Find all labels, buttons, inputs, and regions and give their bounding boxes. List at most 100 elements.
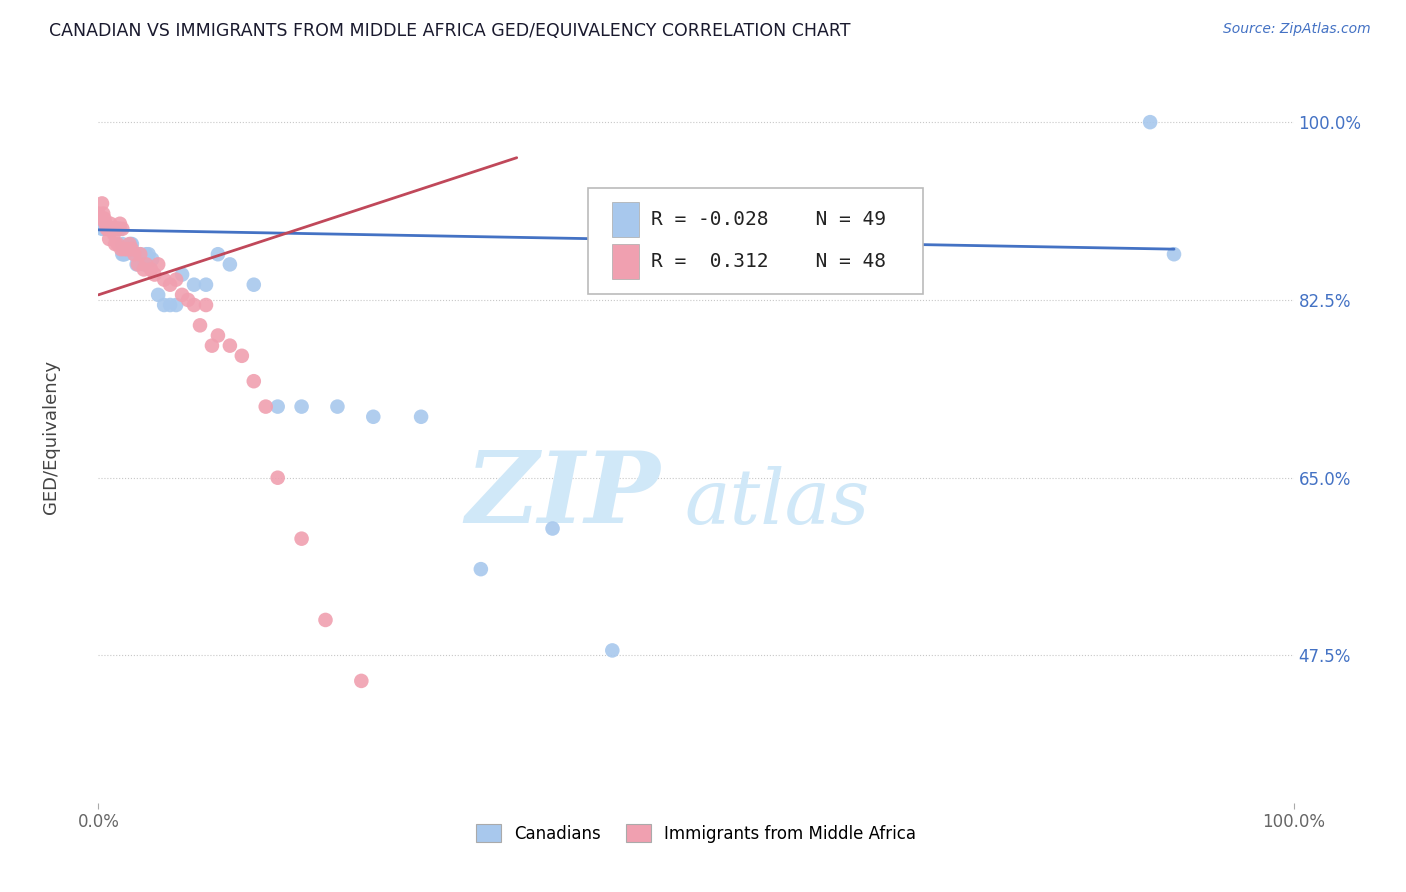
Point (207, 328, 229, 343)
Point (1139, 115, 1161, 129)
Point (87, 206, 110, 220)
Point (115, 242, 138, 256)
Point (105, 222, 128, 236)
Point (132, 257, 155, 271)
Text: atlas: atlas (685, 466, 869, 540)
Point (267, 400, 290, 414)
Point (97, 222, 120, 236)
Point (105, 222, 128, 236)
Point (183, 277, 205, 292)
Point (111, 222, 134, 236)
Point (94, 217, 117, 231)
Point (114, 247, 136, 261)
Point (153, 272, 176, 286)
Point (124, 247, 146, 261)
Point (117, 242, 139, 256)
Point (91, 222, 114, 236)
Point (541, 521, 564, 535)
Point (107, 222, 129, 236)
Point (124, 247, 146, 261)
Point (139, 262, 162, 277)
Point (153, 298, 176, 312)
Point (135, 257, 157, 271)
Point (602, 643, 624, 657)
Point (129, 247, 152, 261)
Point (219, 338, 242, 352)
Point (195, 277, 218, 292)
Point (291, 400, 314, 414)
Point (254, 400, 277, 414)
Point (267, 471, 290, 485)
Point (91, 206, 114, 220)
Point (125, 257, 148, 271)
Point (132, 262, 155, 277)
Point (326, 400, 349, 414)
Point (104, 237, 127, 252)
Point (148, 257, 170, 271)
Text: Source: ZipAtlas.com: Source: ZipAtlas.com (1223, 22, 1371, 37)
Point (101, 222, 124, 236)
Point (1163, 247, 1185, 261)
Text: CANADIAN VS IMMIGRANTS FROM MIDDLE AFRICA GED/EQUIVALENCY CORRELATION CHART: CANADIAN VS IMMIGRANTS FROM MIDDLE AFRIC… (49, 22, 851, 40)
Point (143, 268, 166, 282)
Point (98, 217, 122, 231)
Point (148, 288, 170, 302)
Point (201, 338, 224, 352)
Point (138, 247, 160, 261)
Point (127, 257, 149, 271)
Point (108, 222, 131, 236)
Point (98, 222, 122, 236)
Point (219, 257, 242, 271)
Point (104, 222, 127, 236)
Point (93, 222, 115, 236)
FancyBboxPatch shape (589, 188, 922, 294)
Point (111, 247, 134, 261)
Point (93, 211, 115, 226)
Point (315, 613, 337, 627)
Point (231, 349, 253, 363)
FancyBboxPatch shape (613, 244, 638, 279)
Point (177, 293, 200, 307)
Text: R =  0.312    N = 48: R = 0.312 N = 48 (651, 252, 886, 271)
Point (115, 242, 138, 256)
Point (108, 217, 131, 231)
Point (207, 247, 229, 261)
Point (91, 196, 114, 211)
Point (112, 247, 135, 261)
Point (98, 222, 122, 236)
Point (172, 288, 194, 302)
Point (159, 298, 181, 312)
Text: R = -0.028    N = 49: R = -0.028 N = 49 (651, 211, 886, 229)
Point (96, 222, 118, 236)
Point (118, 237, 141, 252)
Point (97, 222, 120, 236)
Point (411, 409, 433, 424)
Point (96, 222, 118, 236)
Point (291, 532, 314, 546)
Point (107, 237, 129, 252)
Point (363, 409, 385, 424)
Point (165, 298, 187, 312)
Point (94, 222, 117, 236)
Point (114, 242, 136, 256)
Point (129, 247, 152, 261)
Point (110, 242, 132, 256)
Text: GED/Equivalency: GED/Equivalency (42, 360, 59, 514)
Point (103, 222, 125, 236)
Point (243, 374, 266, 388)
Point (183, 298, 205, 312)
Point (111, 237, 134, 252)
Point (103, 227, 125, 241)
Point (172, 268, 194, 282)
Point (159, 277, 181, 292)
Point (141, 252, 163, 267)
Point (120, 237, 142, 252)
Text: ZIP: ZIP (465, 448, 661, 544)
Point (350, 673, 373, 688)
Point (121, 242, 143, 256)
Point (101, 222, 124, 236)
Point (470, 562, 492, 576)
Point (107, 222, 129, 236)
Point (135, 247, 157, 261)
Point (188, 318, 211, 333)
